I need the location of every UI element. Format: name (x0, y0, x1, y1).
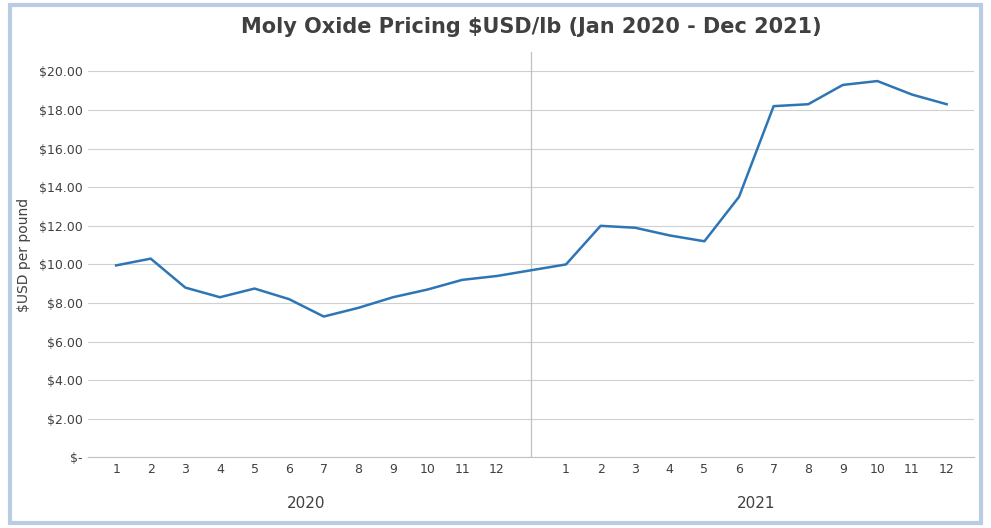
Y-axis label: $USD per pound: $USD per pound (17, 197, 31, 312)
Title: Moly Oxide Pricing $USD/lb (Jan 2020 - Dec 2021): Moly Oxide Pricing $USD/lb (Jan 2020 - D… (241, 17, 822, 36)
Text: 2021: 2021 (737, 496, 776, 511)
Text: 2020: 2020 (287, 496, 326, 511)
